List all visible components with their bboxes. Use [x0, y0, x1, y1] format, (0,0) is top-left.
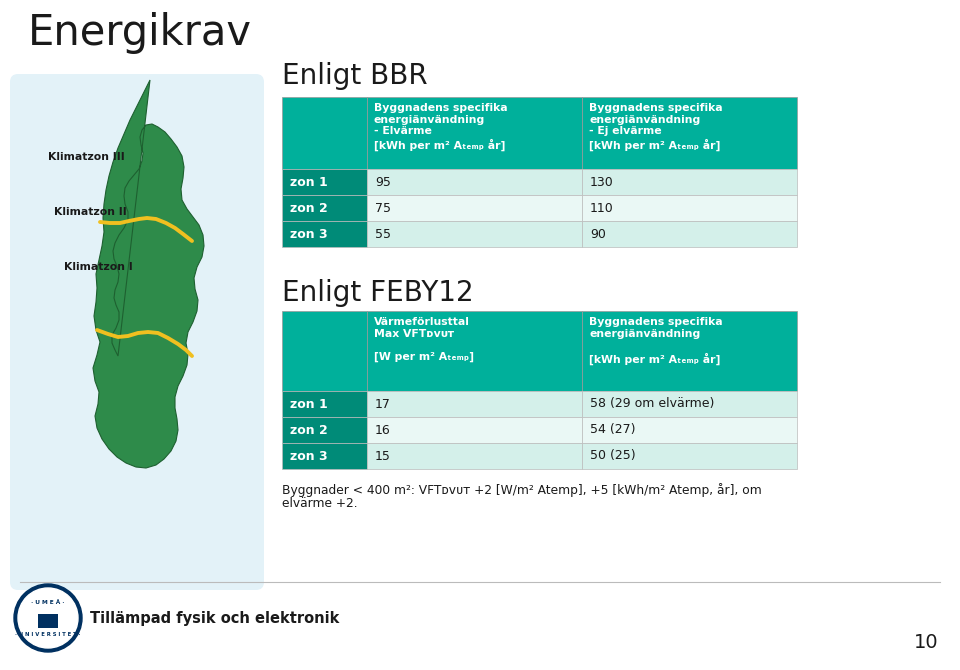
FancyBboxPatch shape	[10, 74, 264, 590]
Text: · U M E Å ·: · U M E Å ·	[32, 600, 64, 604]
Text: 75: 75	[375, 202, 391, 214]
Bar	[282, 195, 367, 221]
Bar	[582, 443, 797, 469]
Text: 95: 95	[375, 176, 391, 188]
Bar	[282, 391, 367, 417]
Bar	[282, 97, 367, 169]
Text: 16: 16	[375, 423, 391, 436]
Text: Byggnadens specifika
energiänvändning
- Elvärme
[kWh per m² Aₜₑₘₚ år]: Byggnadens specifika energiänvändning - …	[374, 103, 508, 151]
Text: 10: 10	[913, 633, 938, 652]
Text: 58 (29 om elvärme): 58 (29 om elvärme)	[590, 397, 714, 411]
Text: 17: 17	[375, 397, 391, 411]
Text: Enligt FEBY12: Enligt FEBY12	[282, 279, 473, 307]
Polygon shape	[93, 80, 204, 468]
Text: Byggnadens specifika
energiänvändning
- Ej elvärme
[kWh per m² Aₜₑₘₚ år]: Byggnadens specifika energiänvändning - …	[589, 103, 723, 151]
Text: 90: 90	[590, 228, 606, 241]
Circle shape	[18, 588, 78, 648]
Text: Byggnader < 400 m²: VFTᴅᴠᴜᴛ +2 [W/m² Atemp], +5 [kWh/m² Atemp, år], om: Byggnader < 400 m²: VFTᴅᴠᴜᴛ +2 [W/m² Ate…	[282, 483, 761, 497]
Bar	[38, 614, 58, 628]
Text: zon 2: zon 2	[290, 423, 327, 436]
Bar	[582, 169, 797, 195]
Text: 15: 15	[375, 450, 391, 462]
Bar	[367, 97, 582, 169]
Text: zon 3: zon 3	[290, 450, 327, 462]
Bar	[582, 195, 797, 221]
Bar	[367, 443, 582, 469]
Text: Enligt BBR: Enligt BBR	[282, 62, 427, 90]
Text: · U N I V E R S I T E T ·: · U N I V E R S I T E T ·	[15, 632, 81, 636]
Bar	[582, 417, 797, 443]
Text: 55: 55	[375, 228, 391, 241]
Text: Värmeförlusttal
Max VFTᴅᴠᴜᴛ

[W per m² Aₜₑₘₚ]: Värmeförlusttal Max VFTᴅᴠᴜᴛ [W per m² Aₜ…	[374, 317, 474, 362]
Text: Klimatzon I: Klimatzon I	[64, 262, 132, 272]
Bar	[582, 391, 797, 417]
Text: elvärme +2.: elvärme +2.	[282, 497, 358, 510]
Text: zon 1: zon 1	[290, 176, 327, 188]
Bar	[582, 311, 797, 391]
Bar	[367, 417, 582, 443]
Text: Tillämpad fysik och elektronik: Tillämpad fysik och elektronik	[90, 610, 340, 626]
Text: Energikrav: Energikrav	[28, 12, 252, 54]
Text: 110: 110	[590, 202, 613, 214]
Text: zon 2: zon 2	[290, 202, 327, 214]
Text: 54 (27): 54 (27)	[590, 423, 636, 436]
Text: zon 3: zon 3	[290, 228, 327, 241]
Bar	[282, 443, 367, 469]
Bar	[582, 221, 797, 247]
Bar	[367, 221, 582, 247]
Text: zon 1: zon 1	[290, 397, 327, 411]
Bar	[282, 169, 367, 195]
Text: Byggnadens specifika
energiänvändning

[kWh per m² Aₜₑₘₚ år]: Byggnadens specifika energiänvändning [k…	[589, 317, 723, 364]
Bar	[282, 221, 367, 247]
Text: Klimatzon II: Klimatzon II	[54, 207, 127, 217]
Bar	[282, 311, 367, 391]
Bar	[367, 195, 582, 221]
Text: 50 (25): 50 (25)	[590, 450, 636, 462]
Bar	[367, 169, 582, 195]
Text: Klimatzon III: Klimatzon III	[48, 152, 125, 162]
Text: 130: 130	[590, 176, 613, 188]
Bar	[282, 417, 367, 443]
Circle shape	[14, 584, 82, 652]
Bar	[367, 391, 582, 417]
Bar	[367, 311, 582, 391]
Bar	[582, 97, 797, 169]
